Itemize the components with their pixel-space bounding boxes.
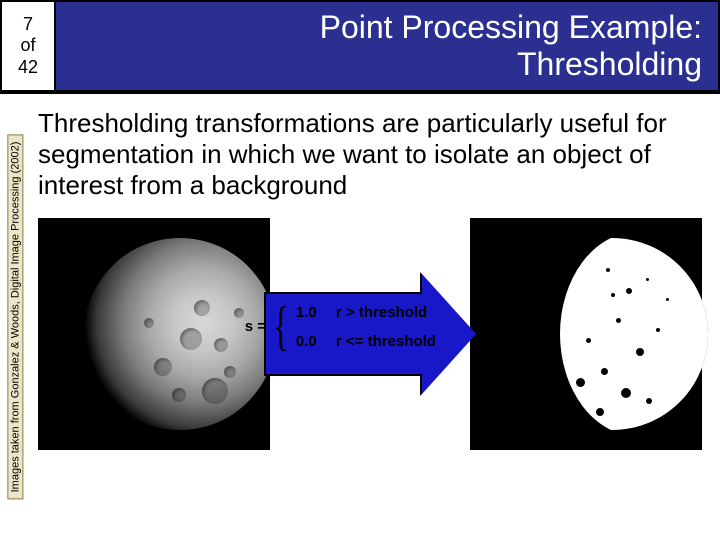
page-current: 7 bbox=[23, 14, 33, 36]
citation-text: Images taken from Gonzalez & Woods, Digi… bbox=[7, 135, 23, 500]
crater-icon bbox=[172, 388, 186, 402]
speck-icon bbox=[576, 378, 585, 387]
speck-icon bbox=[616, 318, 621, 323]
speck-icon bbox=[636, 348, 644, 356]
moon-lit-region bbox=[560, 238, 708, 430]
speck-icon bbox=[596, 408, 604, 416]
case-2-condition: r <= threshold bbox=[336, 333, 436, 350]
case-2-value: 0.0 bbox=[296, 333, 326, 350]
speck-icon bbox=[611, 293, 615, 297]
speck-icon bbox=[666, 298, 669, 301]
speck-icon bbox=[626, 288, 632, 294]
crater-icon bbox=[224, 366, 236, 378]
crater-icon bbox=[202, 378, 228, 404]
speck-icon bbox=[646, 278, 649, 281]
formula-case-2: 0.0 r <= threshold bbox=[296, 333, 436, 350]
page-total: 42 bbox=[18, 57, 38, 79]
crater-icon bbox=[144, 318, 154, 328]
title-line-1: Point Processing Example: bbox=[320, 9, 702, 46]
speck-icon bbox=[656, 328, 660, 332]
moon-bw-disc bbox=[516, 238, 708, 430]
page-number-box: 7 of 42 bbox=[0, 0, 56, 92]
case-1-value: 1.0 bbox=[296, 304, 326, 321]
crater-icon bbox=[214, 338, 228, 352]
speck-icon bbox=[621, 388, 631, 398]
formula-cases: 1.0 r > threshold 0.0 r <= threshold bbox=[296, 304, 436, 350]
page-of-label: of bbox=[20, 35, 35, 57]
slide-header: 7 of 42 Point Processing Example: Thresh… bbox=[0, 0, 720, 94]
output-image-thresholded-moon bbox=[470, 218, 702, 450]
formula-case-1: 1.0 r > threshold bbox=[296, 304, 436, 321]
crater-icon bbox=[180, 328, 202, 350]
figure-row: s = { 1.0 r > threshold 0.0 r <= thresho… bbox=[38, 218, 710, 450]
case-1-condition: r > threshold bbox=[336, 304, 427, 321]
crater-icon bbox=[194, 300, 210, 316]
title-line-2: Thresholding bbox=[320, 46, 702, 83]
crater-icon bbox=[154, 358, 172, 376]
formula-lhs: s = bbox=[242, 318, 268, 335]
speck-icon bbox=[601, 368, 608, 375]
content-area: Images taken from Gonzalez & Woods, Digi… bbox=[0, 94, 720, 540]
input-image-grayscale-moon bbox=[38, 218, 270, 450]
brace-icon: { bbox=[273, 308, 289, 346]
body-text: Thresholding transformations are particu… bbox=[34, 104, 710, 212]
sidebar-citation: Images taken from Gonzalez & Woods, Digi… bbox=[0, 94, 30, 540]
speck-icon bbox=[646, 398, 652, 404]
speck-icon bbox=[606, 268, 610, 272]
slide-title: Point Processing Example: Thresholding bbox=[320, 9, 702, 83]
transform-arrow: s = { 1.0 r > threshold 0.0 r <= thresho… bbox=[264, 274, 476, 394]
title-box: Point Processing Example: Thresholding bbox=[56, 0, 720, 92]
threshold-formula: s = { 1.0 r > threshold 0.0 r <= thresho… bbox=[242, 304, 472, 350]
speck-icon bbox=[586, 338, 591, 343]
